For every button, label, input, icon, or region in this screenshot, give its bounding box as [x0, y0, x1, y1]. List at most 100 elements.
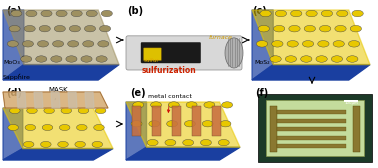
Ellipse shape — [301, 56, 312, 62]
Text: Sapphire: Sapphire — [3, 74, 31, 79]
Bar — [277, 144, 346, 148]
Ellipse shape — [8, 124, 19, 131]
Ellipse shape — [71, 10, 82, 17]
Polygon shape — [3, 10, 24, 80]
Ellipse shape — [150, 102, 161, 108]
Polygon shape — [252, 10, 370, 65]
Ellipse shape — [94, 124, 104, 131]
Ellipse shape — [350, 25, 361, 32]
Ellipse shape — [336, 10, 348, 17]
Text: (d): (d) — [6, 88, 22, 98]
Ellipse shape — [99, 26, 111, 32]
Ellipse shape — [147, 139, 158, 146]
Ellipse shape — [27, 108, 37, 114]
Ellipse shape — [9, 108, 20, 114]
Polygon shape — [252, 10, 273, 80]
Ellipse shape — [9, 26, 20, 32]
Ellipse shape — [36, 56, 47, 62]
Ellipse shape — [58, 141, 68, 148]
Bar — [192, 106, 201, 136]
Bar — [172, 106, 181, 136]
Bar — [277, 127, 346, 131]
Polygon shape — [3, 92, 108, 108]
Ellipse shape — [186, 102, 197, 108]
Ellipse shape — [204, 102, 215, 108]
Ellipse shape — [318, 41, 329, 47]
Ellipse shape — [133, 102, 144, 108]
Bar — [266, 100, 364, 156]
Polygon shape — [68, 92, 77, 108]
Ellipse shape — [258, 25, 270, 32]
Ellipse shape — [22, 41, 34, 47]
Polygon shape — [85, 92, 94, 108]
Bar — [353, 106, 360, 152]
Ellipse shape — [275, 10, 287, 17]
Ellipse shape — [285, 56, 297, 62]
Polygon shape — [34, 92, 43, 108]
Polygon shape — [252, 65, 370, 80]
Polygon shape — [3, 10, 119, 65]
Ellipse shape — [41, 10, 52, 17]
Text: sulfurization: sulfurization — [142, 66, 197, 75]
Ellipse shape — [84, 26, 96, 32]
Ellipse shape — [75, 141, 85, 148]
Ellipse shape — [54, 26, 65, 32]
Text: (c): (c) — [252, 6, 267, 16]
Ellipse shape — [83, 41, 94, 47]
Ellipse shape — [183, 139, 194, 146]
Ellipse shape — [220, 121, 231, 127]
Ellipse shape — [333, 41, 344, 47]
Ellipse shape — [222, 102, 232, 108]
Bar — [344, 100, 358, 102]
Ellipse shape — [202, 121, 213, 127]
FancyBboxPatch shape — [144, 48, 161, 60]
Text: MASK: MASK — [48, 87, 68, 100]
Ellipse shape — [51, 56, 62, 62]
Ellipse shape — [131, 121, 142, 127]
Ellipse shape — [270, 56, 281, 62]
Ellipse shape — [200, 139, 211, 146]
Ellipse shape — [56, 10, 67, 17]
Ellipse shape — [25, 124, 36, 131]
Ellipse shape — [347, 56, 358, 62]
Ellipse shape — [92, 141, 102, 148]
FancyBboxPatch shape — [141, 43, 201, 63]
Polygon shape — [3, 108, 113, 149]
Ellipse shape — [304, 25, 316, 32]
Ellipse shape — [37, 41, 49, 47]
Polygon shape — [17, 92, 26, 108]
Ellipse shape — [349, 41, 360, 47]
Ellipse shape — [39, 26, 50, 32]
Bar — [277, 136, 346, 139]
Ellipse shape — [335, 25, 346, 32]
Polygon shape — [3, 65, 119, 80]
Ellipse shape — [319, 25, 331, 32]
Bar — [132, 106, 141, 136]
Text: (a): (a) — [6, 6, 22, 16]
Ellipse shape — [86, 10, 97, 17]
Polygon shape — [126, 102, 147, 160]
Ellipse shape — [256, 41, 268, 47]
Ellipse shape — [218, 139, 229, 146]
Bar — [270, 106, 277, 152]
Bar — [152, 106, 161, 136]
Text: MoS₂: MoS₂ — [254, 56, 274, 65]
Bar — [277, 118, 346, 122]
Ellipse shape — [96, 56, 107, 62]
Ellipse shape — [291, 10, 302, 17]
Ellipse shape — [44, 108, 54, 114]
Ellipse shape — [149, 121, 160, 127]
Ellipse shape — [272, 41, 283, 47]
Ellipse shape — [42, 124, 53, 131]
Ellipse shape — [21, 56, 32, 62]
Bar — [258, 94, 372, 162]
Ellipse shape — [66, 56, 77, 62]
Ellipse shape — [321, 10, 333, 17]
Text: furnace: furnace — [209, 35, 233, 40]
Ellipse shape — [184, 121, 195, 127]
Ellipse shape — [260, 10, 271, 17]
Ellipse shape — [98, 41, 109, 47]
Ellipse shape — [167, 121, 178, 127]
Ellipse shape — [59, 124, 70, 131]
Ellipse shape — [101, 10, 112, 17]
